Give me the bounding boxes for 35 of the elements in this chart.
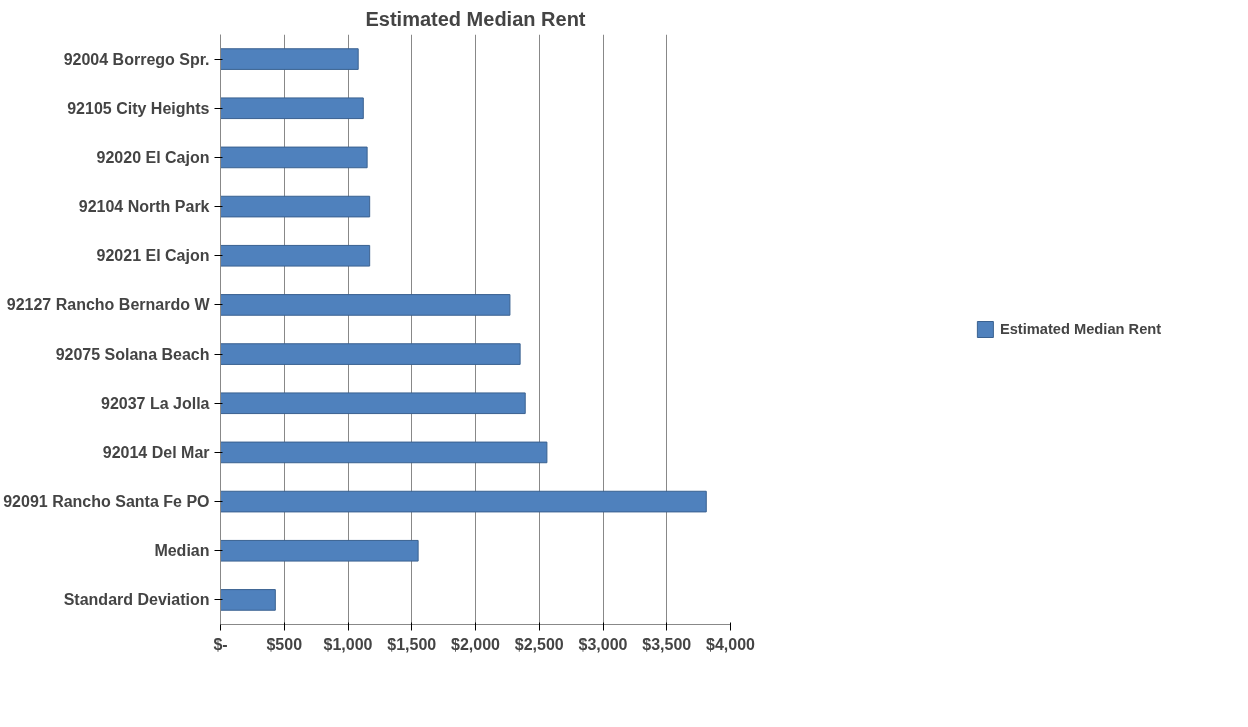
x-tick-label: $1,500 — [387, 635, 437, 653]
x-tick-label: $2,000 — [451, 635, 501, 653]
x-tick-label: $1,000 — [323, 635, 373, 653]
bar — [220, 589, 276, 611]
bar — [220, 244, 371, 267]
bar — [220, 539, 419, 562]
y-tick-label: Standard Deviation — [63, 591, 210, 609]
y-tick-label: 92014 Del Mar — [102, 443, 210, 461]
y-tick-label: 92091 Rancho Santa Fe PO — [3, 493, 210, 511]
y-tick-label: Median — [154, 542, 210, 560]
bar — [220, 490, 707, 513]
y-tick-label: 92075 Solana Beach — [55, 345, 210, 363]
bar — [220, 343, 521, 365]
y-tick-label: 92127 Rancho Bernardo W — [6, 296, 211, 314]
x-tick-label: $2,500 — [514, 635, 564, 653]
y-tick-label: 92105 City Heights — [67, 99, 210, 117]
bar — [220, 48, 359, 70]
bar — [220, 441, 548, 464]
y-tick-label: 92037 La Jolla — [100, 394, 210, 412]
y-tick-label: 92004 Borrego Spr. — [63, 50, 210, 68]
bar — [220, 195, 371, 218]
x-tick-label: $4,000 — [706, 635, 756, 653]
x-tick-label: $- — [213, 635, 228, 653]
y-tick-label: 92104 North Park — [78, 198, 210, 216]
bar — [220, 294, 511, 316]
bar — [220, 146, 368, 169]
y-tick-label: 92021 El Cajon — [96, 247, 210, 265]
x-tick-label: $3,500 — [642, 635, 692, 653]
chart-title: Estimated Median Rent — [365, 7, 586, 30]
x-tick-label: $500 — [266, 635, 303, 653]
legend-label: Estimated Median Rent — [999, 321, 1162, 337]
bar — [220, 392, 526, 415]
y-tick-label: 92020 El Cajon — [96, 148, 210, 166]
x-tick-label: $3,000 — [578, 635, 628, 653]
bar — [220, 97, 364, 120]
